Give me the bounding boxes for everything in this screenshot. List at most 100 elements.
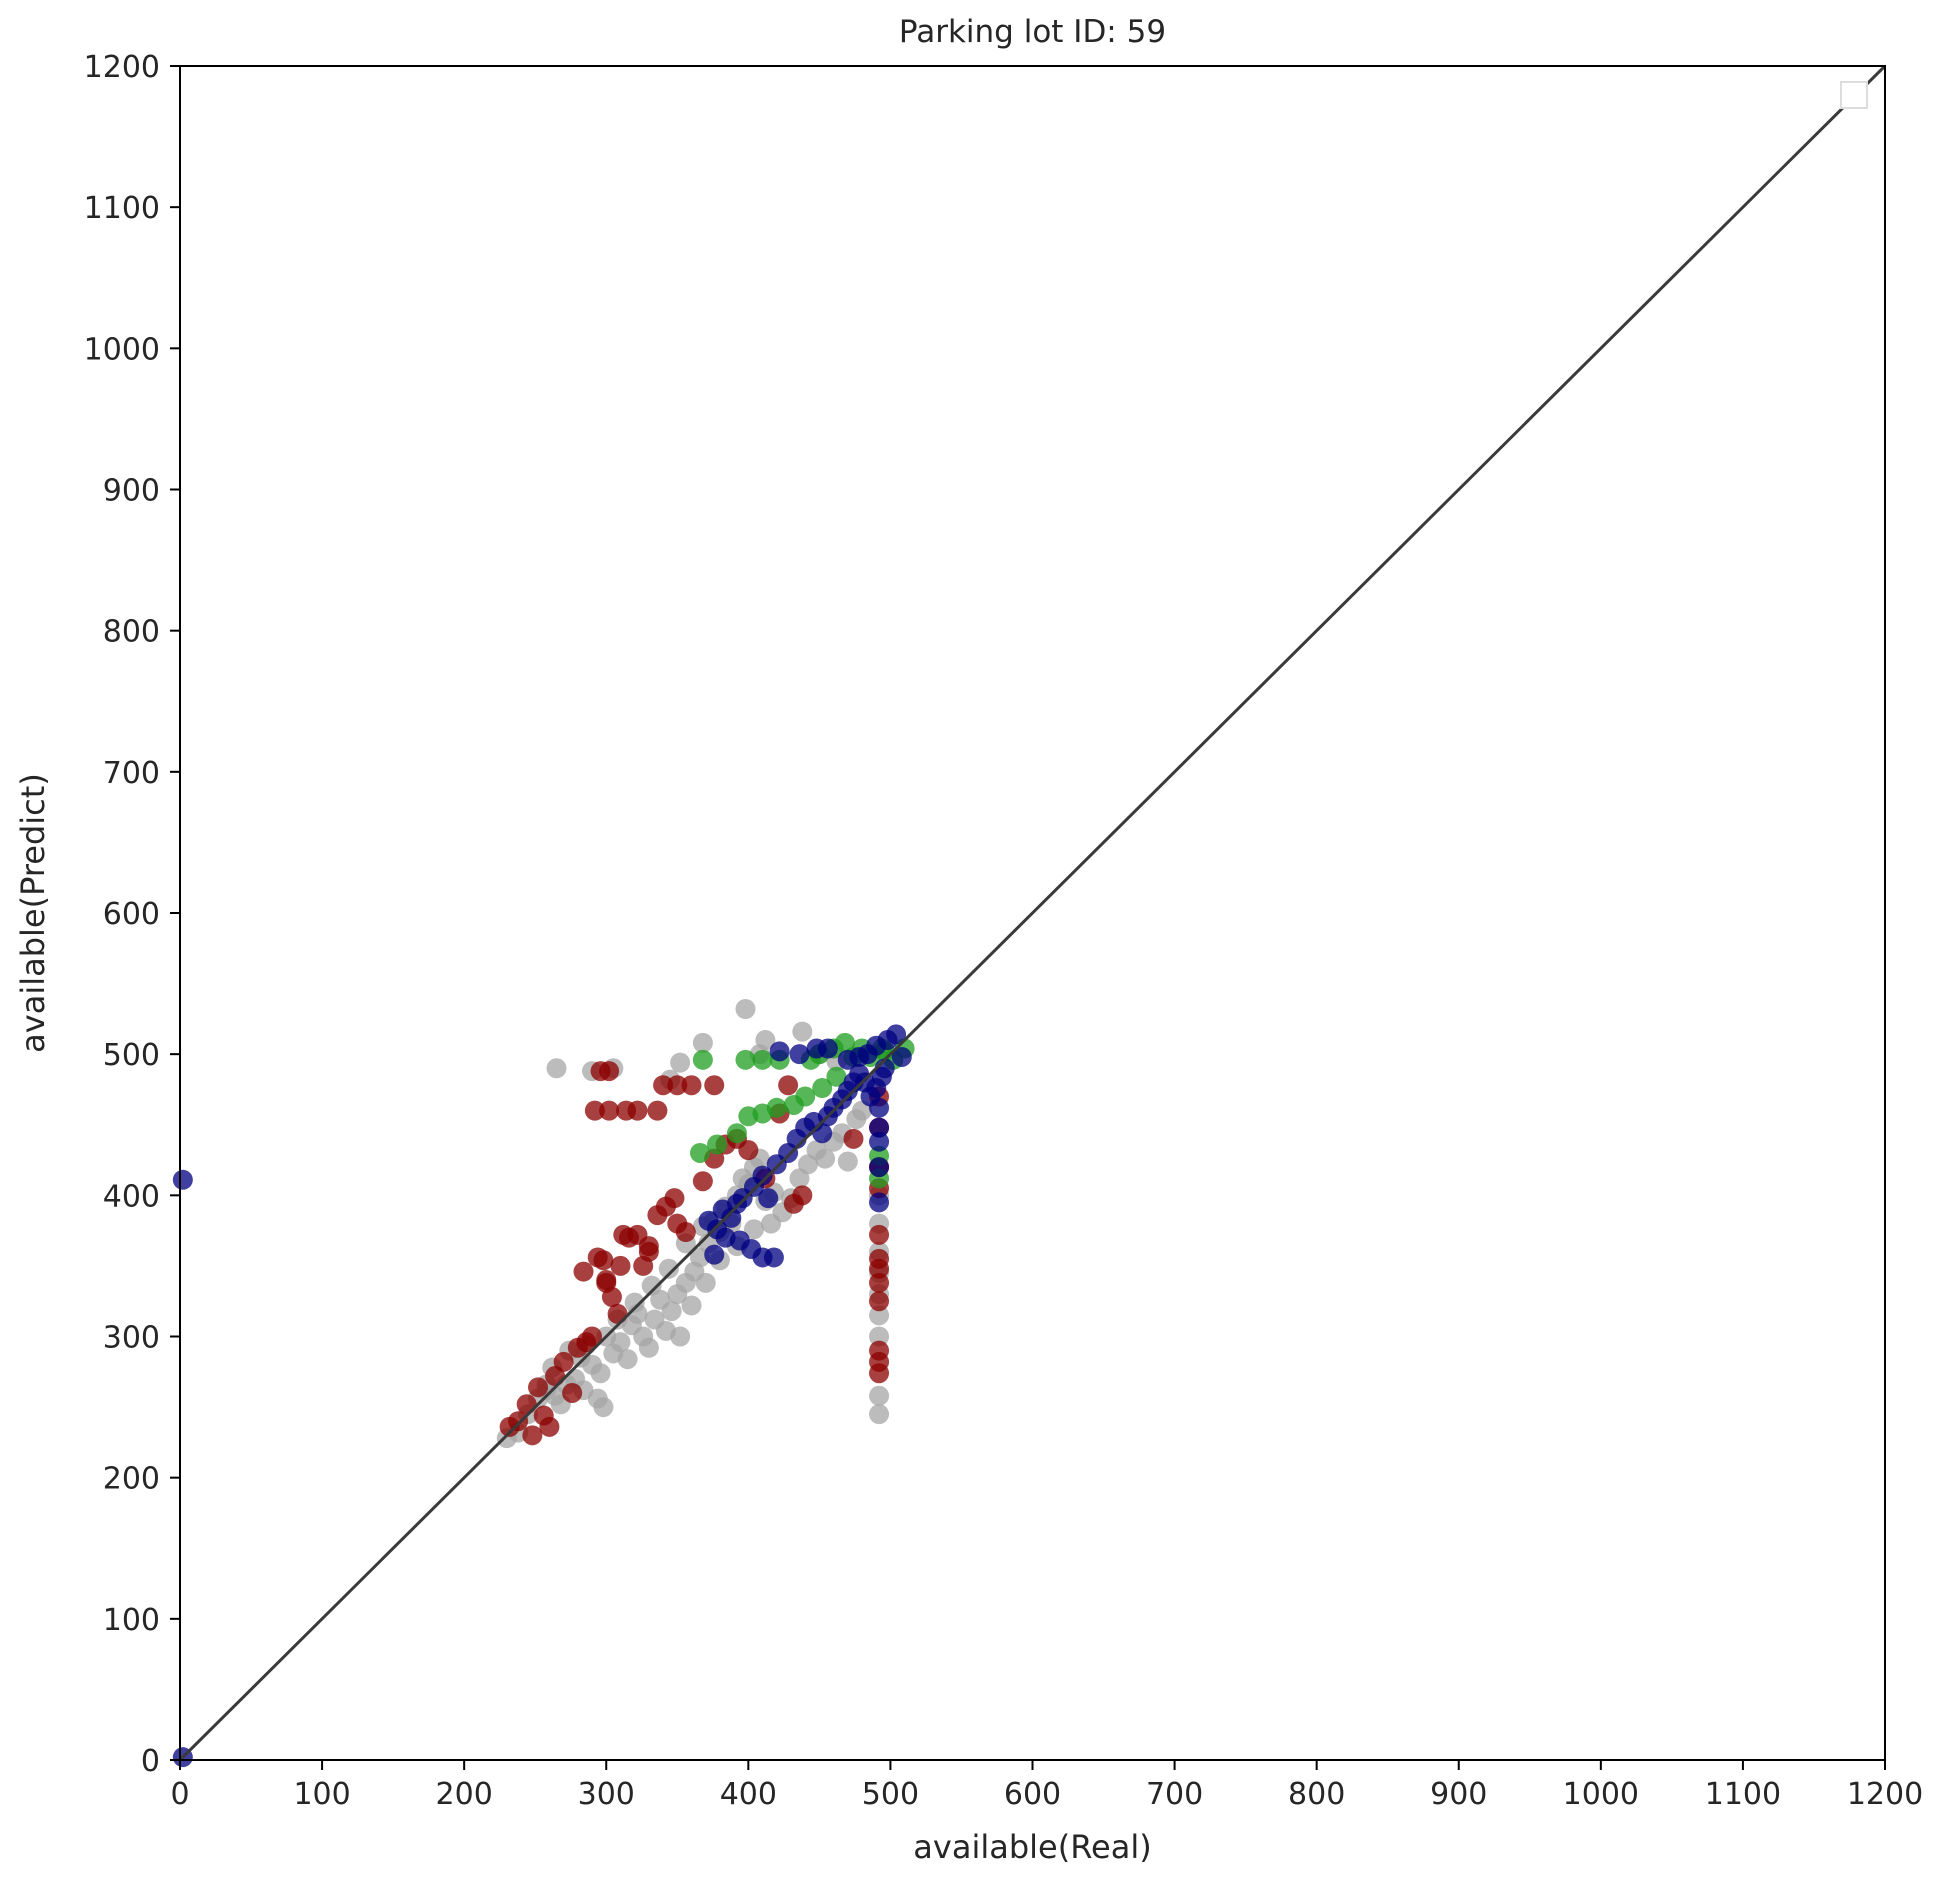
y-tick-label: 500: [103, 1038, 160, 1073]
data-point: [886, 1024, 907, 1045]
data-point: [653, 1075, 674, 1096]
data-point: [761, 1213, 782, 1234]
y-tick-label: 600: [103, 897, 160, 932]
data-point: [869, 1385, 890, 1406]
data-point: [869, 1305, 890, 1326]
data-point: [704, 1244, 725, 1265]
data-point: [562, 1382, 583, 1403]
data-point: [869, 1272, 890, 1293]
y-tick-label: 300: [103, 1321, 160, 1356]
data-point: [726, 1123, 747, 1144]
data-point: [726, 1193, 747, 1214]
data-point: [610, 1255, 631, 1276]
x-axis-ticks: 0 100 200 300 400 500 600 700 800 900 1000 1100 1200: [170, 1760, 1923, 1812]
identity-reference-line: [178, 64, 1887, 1762]
legend-box: [1840, 81, 1868, 109]
data-point: [670, 1326, 691, 1347]
data-point: [869, 1157, 890, 1178]
data-point: [704, 1075, 725, 1096]
y-tick-label: 800: [103, 615, 160, 650]
data-point: [817, 1038, 838, 1059]
data-point: [869, 1291, 890, 1312]
data-point: [869, 1097, 890, 1118]
data-point: [755, 1030, 776, 1051]
y-tick-label: 1000: [84, 332, 160, 367]
x-tick-label: 700: [1146, 1777, 1203, 1812]
data-point: [667, 1075, 688, 1096]
y-tick-label: 900: [103, 474, 160, 509]
data-point: [735, 998, 756, 1019]
data-point: [744, 1219, 765, 1240]
data-point: [610, 1332, 631, 1353]
data-point: [692, 1049, 713, 1070]
data-point: [596, 1272, 617, 1293]
data-point: [695, 1272, 716, 1293]
data-point: [869, 1404, 890, 1425]
chart-title: Parking lot ID: 59: [899, 14, 1166, 50]
data-point: [593, 1397, 614, 1418]
data-point: [792, 1021, 813, 1042]
data-point: [769, 1041, 790, 1062]
data-point: [738, 1140, 759, 1161]
data-point: [661, 1301, 682, 1322]
data-point: [766, 1097, 787, 1118]
data-point: [690, 1142, 711, 1163]
scatter-points: [172, 998, 915, 1768]
data-point: [638, 1241, 659, 1262]
x-tick-label: 900: [1430, 1777, 1487, 1812]
data-point: [670, 1052, 691, 1073]
data-point: [758, 1188, 779, 1209]
data-point: [584, 1100, 605, 1121]
data-point: [624, 1292, 645, 1313]
data-point: [837, 1151, 858, 1172]
data-point: [599, 1100, 620, 1121]
x-tick-label: 0: [170, 1777, 189, 1812]
x-tick-label: 800: [1288, 1777, 1345, 1812]
data-point: [692, 1032, 713, 1053]
data-point: [707, 1134, 728, 1155]
data-point: [508, 1411, 529, 1432]
data-point: [599, 1061, 620, 1082]
data-point: [869, 1326, 890, 1347]
data-point: [573, 1261, 594, 1282]
y-tick-label: 400: [103, 1179, 160, 1214]
x-axis-label: available(Real): [913, 1828, 1151, 1866]
y-tick-label: 100: [103, 1603, 160, 1638]
data-point: [675, 1222, 696, 1243]
x-tick-label: 1000: [1563, 1777, 1639, 1812]
data-point: [869, 1131, 890, 1152]
x-tick-label: 1200: [1847, 1777, 1923, 1812]
x-tick-label: 300: [578, 1777, 635, 1812]
y-axis-label: available(Predict): [14, 773, 52, 1053]
data-point: [638, 1337, 659, 1358]
data-point: [789, 1044, 810, 1065]
y-axis-ticks: 0 100 200 300 400 500 600 700 800 900 1000 1100 1200: [84, 50, 180, 1779]
data-point: [869, 1258, 890, 1279]
data-point: [658, 1258, 679, 1279]
data-point: [778, 1075, 799, 1096]
data-point: [869, 1192, 890, 1213]
data-point: [582, 1326, 603, 1347]
data-point: [843, 1128, 864, 1149]
data-point: [891, 1046, 912, 1067]
data-point: [681, 1295, 702, 1316]
y-tick-label: 0: [141, 1744, 160, 1779]
data-point: [590, 1363, 611, 1384]
data-point: [815, 1148, 836, 1169]
data-point: [172, 1169, 193, 1190]
x-tick-label: 200: [436, 1777, 493, 1812]
data-point: [869, 1363, 890, 1384]
data-point: [539, 1416, 560, 1437]
y-tick-label: 1200: [84, 50, 160, 85]
data-point: [735, 1049, 756, 1070]
data-point: [528, 1377, 549, 1398]
data-point: [617, 1349, 638, 1370]
data-point: [869, 1117, 890, 1138]
data-point: [752, 1049, 773, 1070]
y-tick-label: 200: [103, 1462, 160, 1497]
data-point: [607, 1303, 628, 1324]
data-point: [692, 1171, 713, 1192]
data-point: [681, 1075, 702, 1096]
